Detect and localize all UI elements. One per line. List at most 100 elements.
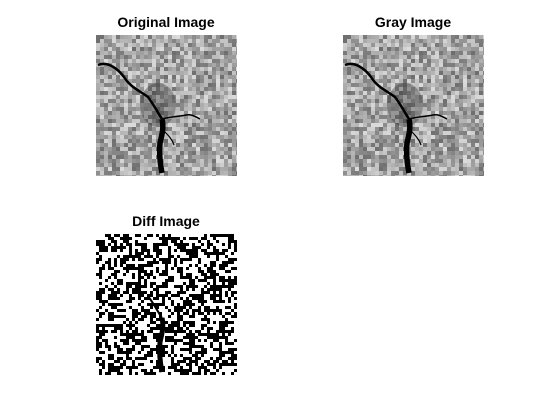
texture-cell (411, 47, 415, 51)
noise-cell (129, 285, 132, 288)
texture-cell (395, 95, 399, 99)
noise-cell (156, 255, 159, 258)
noise-cell (225, 264, 228, 267)
texture-cell (435, 87, 439, 91)
texture-cell (128, 143, 132, 147)
texture-cell (168, 167, 172, 171)
texture-cell (224, 83, 228, 87)
noise-cell (177, 237, 180, 240)
noise-cell (99, 291, 102, 294)
texture-cell (152, 163, 156, 167)
texture-cell (120, 47, 124, 51)
noise-cell (192, 333, 195, 336)
texture-cell (100, 143, 104, 147)
texture-cell (459, 51, 463, 55)
texture-cell (451, 123, 455, 127)
texture-cell (355, 87, 359, 91)
noise-cell (153, 249, 156, 252)
noise-cell (114, 291, 117, 294)
texture-cell (399, 119, 403, 123)
noise-cell (147, 372, 150, 375)
texture-cell (367, 135, 371, 139)
texture-cell (224, 167, 228, 171)
texture-cell (160, 87, 164, 91)
texture-cell (435, 47, 439, 51)
noise-cell (222, 261, 225, 264)
texture-cell (148, 167, 152, 171)
texture-cell (439, 119, 443, 123)
texture-cell (451, 119, 455, 123)
texture-cell (156, 119, 160, 123)
texture-cell (483, 55, 484, 59)
texture-cell (483, 167, 484, 171)
texture-cell (463, 67, 467, 71)
noise-cell (180, 297, 183, 300)
noise-cell (210, 234, 213, 237)
texture-cell (375, 47, 379, 51)
texture-cell (451, 43, 455, 47)
texture-cell (351, 175, 355, 176)
noise-cell (150, 351, 153, 354)
noise-cell (165, 294, 168, 297)
noise-cell (96, 294, 99, 297)
texture-cell (180, 151, 184, 155)
texture-cell (192, 103, 196, 107)
noise-cell (141, 318, 144, 321)
noise-cell (117, 348, 120, 351)
texture-cell (164, 55, 168, 59)
texture-cell (120, 111, 124, 115)
texture-cell (439, 175, 443, 176)
texture-cell (140, 151, 144, 155)
texture-cell (471, 75, 475, 79)
texture-cell (467, 107, 471, 111)
texture-cell (100, 119, 104, 123)
noise-cell (216, 255, 219, 258)
noise-cell (150, 327, 153, 330)
texture-cell (104, 139, 108, 143)
texture-cell (184, 59, 188, 63)
noise-cell (195, 354, 198, 357)
texture-cell (204, 123, 208, 127)
texture-cell (192, 99, 196, 103)
texture-cell (140, 83, 144, 87)
noise-cell (219, 336, 222, 339)
noise-cell (180, 258, 183, 261)
noise-cell (117, 282, 120, 285)
texture-cell (156, 171, 160, 175)
noise-cell (216, 348, 219, 351)
texture-cell (439, 135, 443, 139)
texture-cell (455, 95, 459, 99)
texture-cell (100, 71, 104, 75)
texture-cell (108, 67, 112, 71)
texture-cell (192, 47, 196, 51)
noise-cell (162, 348, 165, 351)
texture-cell (156, 55, 160, 59)
texture-cell (196, 59, 200, 63)
texture-cell (136, 127, 140, 131)
texture-cell (184, 139, 188, 143)
texture-cell (196, 75, 200, 79)
noise-cell (228, 282, 231, 285)
texture-cell (200, 135, 204, 139)
texture-cell (208, 95, 212, 99)
noise-cell (102, 267, 105, 270)
texture-cell (192, 79, 196, 83)
texture-cell (200, 131, 204, 135)
noise-cell (165, 240, 168, 243)
noise-cell (120, 372, 123, 375)
texture-cell (431, 119, 435, 123)
texture-cell (375, 135, 379, 139)
texture-cell (180, 99, 184, 103)
texture-cell (200, 111, 204, 115)
texture-cell (351, 155, 355, 159)
texture-cell (371, 171, 375, 175)
texture-cell (351, 135, 355, 139)
texture-cell (419, 123, 423, 127)
texture-cell (132, 147, 136, 151)
texture-cell (463, 111, 467, 115)
texture-cell (479, 123, 483, 127)
texture-cell (160, 83, 164, 87)
texture-cell (212, 75, 216, 79)
texture-cell (455, 111, 459, 115)
texture-cell (196, 131, 200, 135)
